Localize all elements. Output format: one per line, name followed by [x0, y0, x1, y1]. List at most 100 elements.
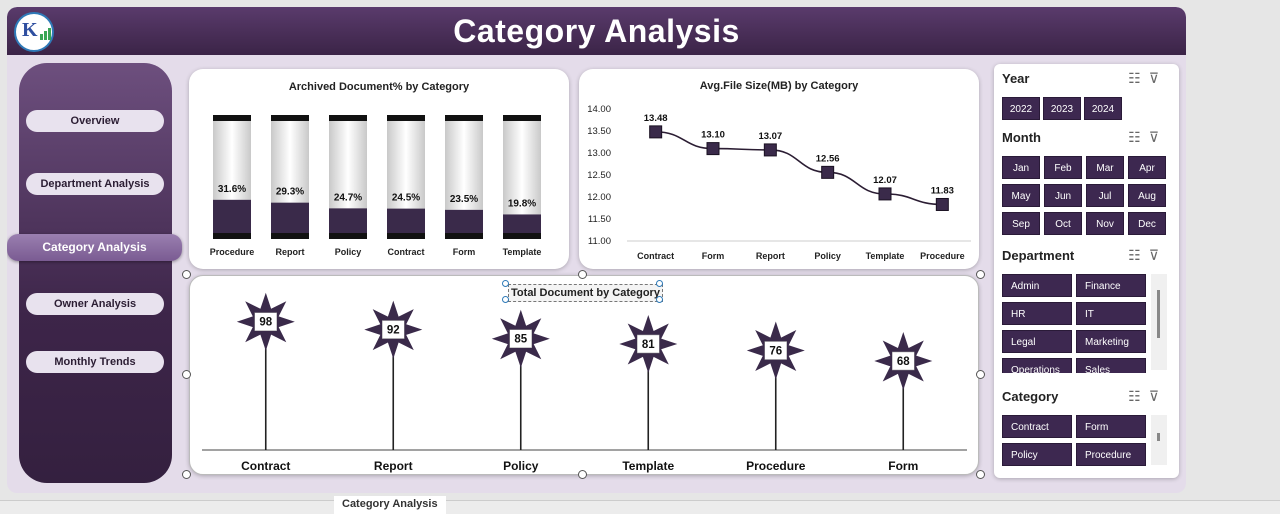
resize-handle-bl[interactable]: [182, 470, 191, 479]
slicer-month-item[interactable]: Dec: [1128, 212, 1166, 235]
title-handle-tl[interactable]: [502, 280, 509, 287]
data-label: 68: [897, 356, 910, 368]
point-data-label: 12.56: [816, 153, 840, 164]
slicer-department-item[interactable]: IT: [1076, 302, 1146, 325]
slicer-month-item[interactable]: Jan: [1002, 156, 1040, 179]
total-document-chart: 98 Contract 92 Report 85 Policy 81 Template 76 Pr…: [202, 292, 967, 473]
slicer-month-item[interactable]: Aug: [1128, 184, 1166, 207]
slicer-category-item[interactable]: Procedure: [1076, 443, 1146, 466]
slicer-month-item[interactable]: Jun: [1044, 184, 1082, 207]
slicer-panel: Year ☷⊽ 2022 2023 2024 Month ☷⊽ Jan Feb Ma…: [994, 64, 1179, 478]
nav-department-analysis-button[interactable]: Department Analysis: [26, 173, 164, 195]
slicer-department-item[interactable]: Sales: [1076, 358, 1146, 373]
bar-data-label: 19.8%: [508, 198, 536, 209]
nav-monthly-trends-button[interactable]: Monthly Trends: [26, 351, 164, 373]
series-line: [655, 131, 943, 206]
slicer-month-item[interactable]: Apr: [1128, 156, 1166, 179]
x-tick-label: Form: [453, 247, 476, 257]
slicer-department-item[interactable]: Legal: [1002, 330, 1072, 353]
resize-handle-tl[interactable]: [182, 270, 191, 279]
archived-percent-chart-card[interactable]: Archived Document% by Category 31.6% Proc…: [189, 69, 569, 269]
x-tick-label: Template: [622, 459, 674, 473]
x-tick-label: Policy: [503, 459, 539, 473]
clear-filter-icon: ⊽: [1148, 70, 1167, 86]
x-tick-label: Procedure: [210, 247, 255, 257]
total-chart-title-box[interactable]: Total Document by Category: [508, 284, 663, 302]
data-point: [935, 197, 949, 211]
avg-size-chart-title: Avg.File Size(MB) by Category: [699, 80, 859, 92]
total-chart-title: Total Document by Category: [511, 287, 660, 299]
data-label-box: [892, 351, 915, 371]
resize-handle-mr[interactable]: [976, 370, 985, 379]
data-label-box: [764, 341, 787, 360]
nav-category-analysis-button[interactable]: Category Analysis: [7, 234, 182, 261]
company-logo: K: [14, 12, 54, 52]
slicer-category-item[interactable]: Policy: [1002, 443, 1072, 466]
resize-handle-tr[interactable]: [976, 270, 985, 279]
data-label: 85: [514, 334, 527, 346]
slicer-year-item[interactable]: 2023: [1043, 97, 1081, 120]
data-label-box: [382, 320, 405, 339]
slicer-month-item[interactable]: Nov: [1086, 212, 1124, 235]
slicer-department-item[interactable]: Operations: [1002, 358, 1072, 373]
slicer-month-item[interactable]: May: [1002, 184, 1040, 207]
slicer-category-item[interactable]: Contract: [1002, 415, 1072, 438]
slicer-department-item[interactable]: Marketing: [1076, 330, 1146, 353]
avg-file-size-chart: 14.00 13.50 13.00 12.50 12.00 11.50 11.00 13.48…: [587, 104, 971, 261]
sidebar-nav: Overview Department Analysis Category An…: [7, 63, 182, 483]
bar-data-label: 29.3%: [276, 187, 304, 198]
slicer-year-item[interactable]: 2022: [1002, 97, 1040, 120]
slicer-category-item[interactable]: Form: [1076, 415, 1146, 438]
bar-data-label: 31.6%: [218, 184, 246, 195]
department-scrollbar[interactable]: [1151, 274, 1167, 370]
slicer-department-item[interactable]: HR: [1002, 302, 1072, 325]
x-tick-label: Policy: [335, 247, 362, 257]
slicer-year-item[interactable]: 2024: [1084, 97, 1122, 120]
x-tick-label: Form: [702, 251, 725, 261]
data-label-box: [509, 329, 532, 348]
point-data-label: 13.07: [758, 131, 782, 142]
clear-filter-icon: ⊽: [1148, 388, 1167, 404]
slicer-month-item[interactable]: Mar: [1086, 156, 1124, 179]
resize-handle-tm[interactable]: [578, 270, 587, 279]
slicer-month-item[interactable]: Oct: [1044, 212, 1082, 235]
slicer-department-item[interactable]: Admin: [1002, 274, 1072, 297]
bar: [213, 199, 251, 239]
department-slicer-title: Department: [1002, 248, 1075, 263]
nav-overview-button[interactable]: Overview: [26, 110, 164, 132]
multi-select-icon: ☷: [1128, 129, 1149, 145]
category-slicer-list: Contract Form Policy Procedure: [994, 413, 1179, 467]
month-slicer-title: Month: [1002, 130, 1041, 145]
resize-handle-br[interactable]: [976, 470, 985, 479]
x-tick-label: Template: [503, 247, 542, 257]
slicer-month-item[interactable]: Jul: [1086, 184, 1124, 207]
archived-percent-chart: 31.6% Procedure 29.3% Report 24.7% Policy 24.5…: [210, 115, 542, 257]
data-point: [878, 187, 892, 201]
category-scrollbar[interactable]: [1151, 415, 1167, 465]
y-tick-label: 14.00: [587, 104, 611, 115]
year-slicer-title: Year: [1002, 71, 1030, 86]
dashboard: K Category Analysis Overview Department …: [7, 7, 1186, 493]
sheet-tab-category-analysis[interactable]: Category Analysis: [334, 496, 446, 514]
total-document-chart-card[interactable]: Total Document by Category 98 Contract 92 R…: [189, 275, 979, 475]
title-handle-bl[interactable]: [502, 296, 509, 303]
avg-file-size-chart-card[interactable]: Avg.File Size(MB) by Category 14.00 13.50…: [579, 69, 979, 269]
point-data-label: 13.48: [644, 113, 668, 124]
data-label: 76: [769, 346, 782, 358]
data-point: [649, 125, 663, 139]
nav-owner-analysis-button[interactable]: Owner Analysis: [26, 293, 164, 315]
resize-handle-bm[interactable]: [578, 470, 587, 479]
slicer-department-item[interactable]: Finance: [1076, 274, 1146, 297]
x-tick-label: Report: [756, 251, 785, 261]
slicer-month-item[interactable]: Feb: [1044, 156, 1082, 179]
bar-data-label: 24.5%: [392, 193, 420, 204]
title-handle-tr[interactable]: [656, 280, 663, 287]
resize-handle-ml[interactable]: [182, 370, 191, 379]
title-handle-br[interactable]: [656, 296, 663, 303]
y-tick-label: 12.00: [587, 192, 611, 203]
slicer-month-item[interactable]: Sep: [1002, 212, 1040, 235]
y-tick-label: 11.00: [588, 236, 611, 247]
x-tick-label: Policy: [814, 251, 841, 261]
bar-cap-bottom: [329, 233, 367, 239]
x-tick-label: Report: [374, 459, 413, 473]
